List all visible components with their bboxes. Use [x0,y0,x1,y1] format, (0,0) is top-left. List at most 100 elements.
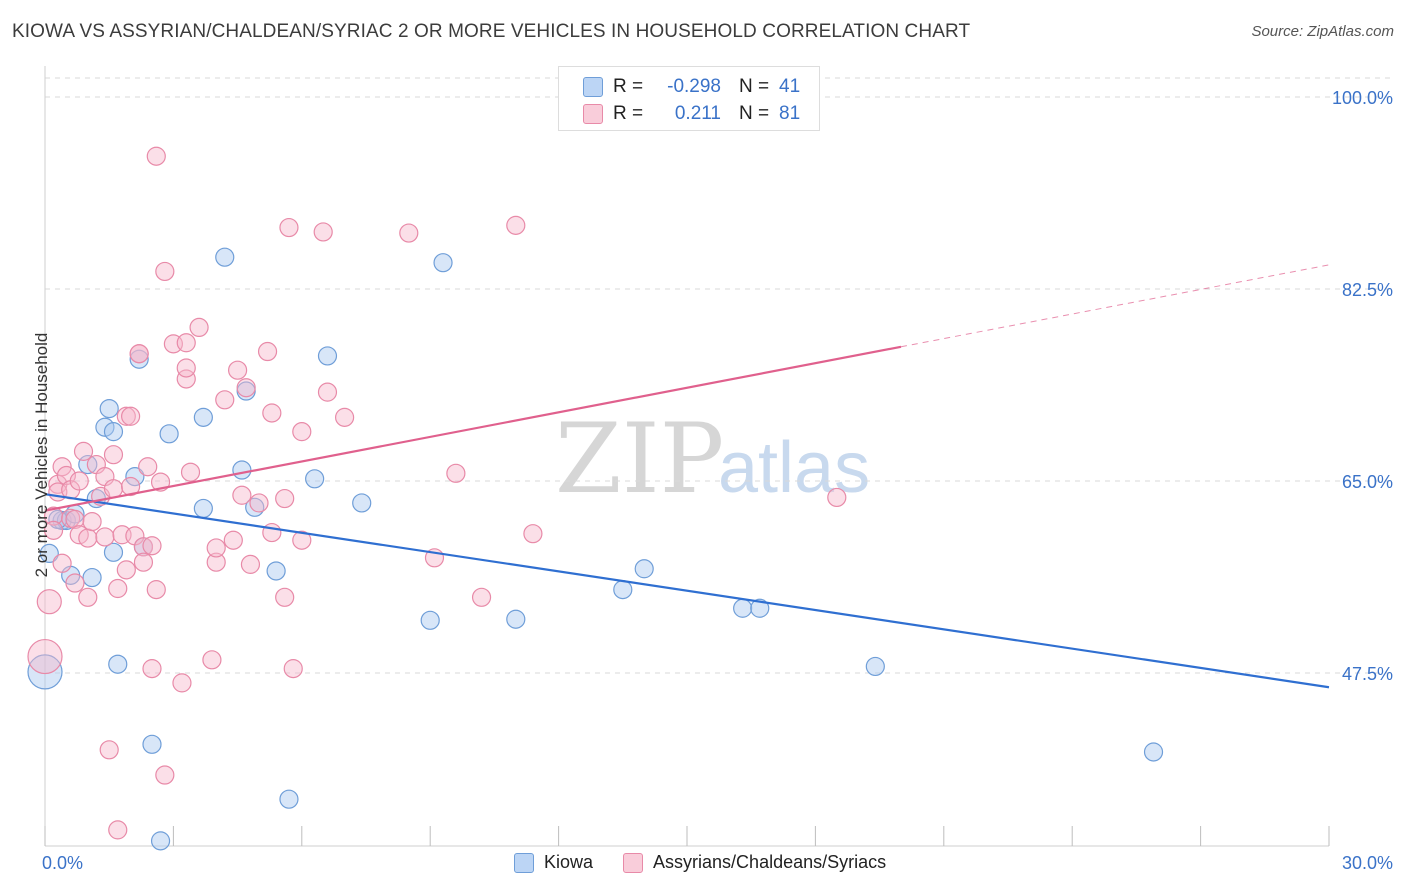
kiowa-point [420,610,440,630]
kiowa-point [125,467,145,487]
assyrian-point [146,580,166,600]
assyrian-point [103,479,124,499]
assyrian-point [249,493,269,513]
kiowa-point [352,493,372,513]
assyrian-point [202,650,222,670]
assyrian-point [180,462,201,482]
assyrian-point [99,740,119,760]
assyrian-point [69,471,89,491]
y-tick-label: 47.5% [1342,664,1393,684]
assyrian-point [52,457,72,477]
kiowa-swatch-icon [583,77,603,97]
assyrian-point [176,369,196,389]
assyrian-point [206,552,226,572]
series-legend: Kiowa Assyrians/Chaldeans/Syriacs [514,852,916,873]
assyrian-point [292,422,312,442]
kiowa-point [433,253,453,273]
legend-r-label: R = [613,76,644,97]
legend-row-kiowa: R = -0.298 N = 41 [583,73,800,101]
assyrian-point [189,317,209,337]
assyrian-point [335,407,355,427]
assyrian-point [52,553,72,573]
legend-label-kiowa: Kiowa [544,852,594,872]
trend-line-kiowa [44,493,1330,689]
assyrian-point [36,589,62,615]
chart-title: KIOWA VS ASSYRIAN/CHALDEAN/SYRIAC 2 OR M… [12,21,971,42]
assyrian-point [279,217,299,238]
assyrian-legend-swatch-icon [623,852,644,873]
kiowa-point [506,609,526,629]
assyrian-point [399,223,419,243]
x-tick-label: 0.0% [42,853,83,873]
assyrian-point [275,488,295,509]
assyrian-point [95,527,115,547]
y-tick-label: 100.0% [1332,88,1393,108]
assyrian-point [121,476,141,497]
assyrian-point [82,511,102,532]
legend-item-kiowa[interactable]: Kiowa [514,852,593,873]
assyrian-point [43,506,64,526]
assyrian-point [56,465,77,486]
assyrian-point [827,487,847,508]
assyrian-point [215,390,235,410]
kiowa-point [750,598,770,618]
assyrian-point [142,536,162,556]
kiowa-point [95,417,115,437]
kiowa-point [103,422,124,442]
assyrian-point [228,360,248,380]
assyrian-point [43,520,64,540]
assyrian-point [283,659,303,679]
assyrian-point [292,530,312,550]
trend-line-assyrian [44,345,902,512]
assyrian-point [138,457,158,477]
assyrian-point [275,587,295,607]
kiowa-point [317,346,338,366]
kiowa-point [39,543,59,564]
trend-line-assyrian-dashed [900,264,1330,348]
legend-r-value: 0.211 [669,103,721,124]
assyrian-point [133,552,154,572]
legend-n-label: N = [739,76,770,97]
assyrian-point [155,261,175,282]
assyrian-point [506,215,526,235]
assyrian-point [65,509,85,530]
assyrian-point [240,554,261,574]
assyrian-point [172,673,192,693]
assyrian-point [317,382,338,402]
assyrian-point [257,341,278,362]
kiowa-point [613,580,633,600]
kiowa-point [99,398,119,419]
kiowa-point [193,498,213,519]
legend-item-assyrian[interactable]: Assyrians/Chaldeans/Syriacs [623,852,886,873]
assyrian-point [176,358,196,378]
assyrian-point [65,573,85,593]
legend-label-assyrian: Assyrians/Chaldeans/Syriacs [653,852,887,872]
kiowa-point [103,542,124,562]
stats-legend: R = -0.298 N = 41 R = 0.211 N = 81 [558,66,820,131]
legend-r-label: R = [613,103,644,124]
assyrian-point [236,378,256,398]
kiowa-point [27,654,63,690]
assyrian-point [129,344,149,364]
y-tick-label: 65.0% [1342,472,1393,492]
assyrian-point [176,333,196,353]
assyrian-point [73,441,94,461]
assyrian-point [232,485,252,505]
assyrian-point [446,463,466,483]
kiowa-point [193,407,213,427]
assyrian-point [78,587,98,607]
kiowa-point [266,561,286,581]
assyrian-point [116,560,136,580]
kiowa-point [142,734,162,754]
assyrian-point [313,222,333,242]
assyrian-swatch-icon [583,104,603,124]
assyrian-point [155,765,175,785]
assyrian-point [471,587,492,607]
source-label: Source: ZipAtlas.com [1251,23,1394,40]
watermark-zip: ZIP [555,403,724,515]
kiowa-point [108,654,128,674]
assyrian-point [146,146,166,166]
kiowa-point [279,789,299,809]
y-axis-label: 2 or more Vehicles in Household [32,332,51,578]
